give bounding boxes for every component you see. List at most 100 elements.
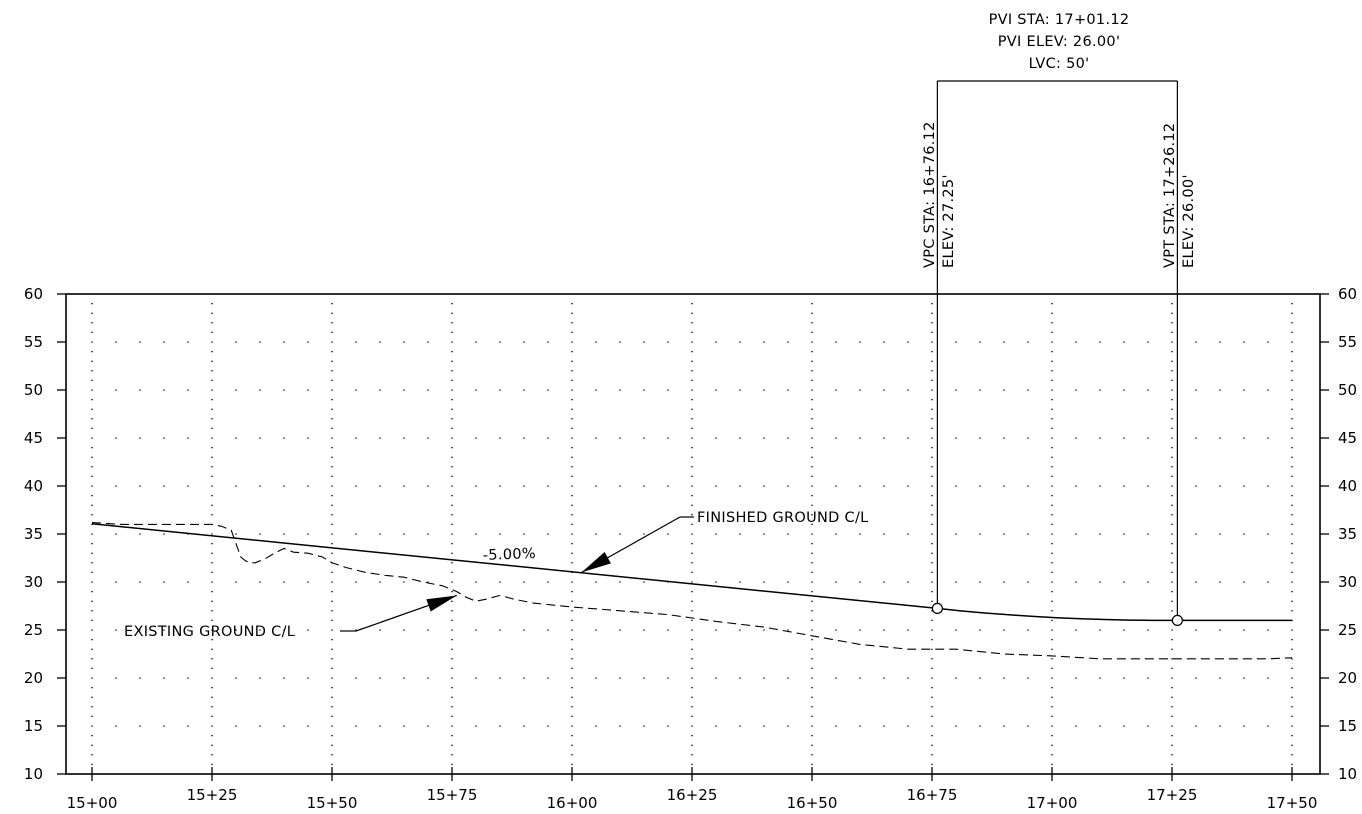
grid-dot: [451, 312, 453, 314]
grid-dot: [91, 686, 93, 689]
grid-dot: [1051, 677, 1053, 679]
grid-dot: [1291, 552, 1293, 554]
grid-dot: [1147, 581, 1149, 583]
grid-dot: [691, 533, 693, 535]
grid-dot: [91, 542, 93, 545]
grid-dot: [451, 754, 453, 756]
grid-dot: [883, 341, 885, 343]
grid-dot: [1243, 341, 1245, 343]
grid-dot: [931, 331, 933, 334]
grid-dot: [595, 677, 597, 679]
grid-dot: [1051, 341, 1053, 343]
grid-dot: [1027, 437, 1029, 439]
grid-dot: [763, 485, 765, 487]
grid-dot: [91, 734, 93, 737]
grid-dot: [571, 379, 573, 382]
grid-dot: [931, 600, 933, 602]
grid-dot: [331, 437, 333, 439]
grid-dot: [1051, 600, 1053, 602]
grid-dot: [931, 322, 933, 324]
grid-dot: [211, 600, 213, 602]
grid-dot: [1219, 485, 1221, 487]
grid-dot: [955, 581, 957, 583]
grid-dot: [331, 389, 333, 391]
grid-dot: [211, 504, 213, 506]
grid-dot: [931, 734, 933, 737]
grid-dot: [451, 744, 453, 746]
grid-dot: [1099, 437, 1101, 439]
grid-dot: [1051, 763, 1053, 766]
grid-dot: [283, 485, 285, 487]
grid-dot: [571, 437, 573, 439]
grid-dot: [187, 389, 189, 391]
grid-dot: [1195, 581, 1197, 583]
grid-dot: [91, 466, 93, 468]
grid-dot: [451, 360, 453, 362]
grid-dot: [811, 446, 813, 449]
grid-dot: [331, 725, 333, 727]
grid-dot: [571, 418, 573, 420]
grid-dot: [811, 533, 813, 535]
grid-dot: [571, 398, 573, 401]
grid-dot: [331, 734, 333, 737]
grid-dot: [571, 504, 573, 506]
grid-dot: [691, 350, 693, 353]
grid-dot: [571, 533, 573, 535]
grid-dot: [571, 754, 573, 756]
grid-dot: [403, 533, 405, 535]
grid-dot: [1171, 725, 1173, 727]
grid-dot: [91, 398, 93, 401]
grid-dot: [1051, 533, 1053, 535]
grid-dot: [1051, 389, 1053, 391]
grid-dot: [331, 629, 333, 631]
grid-dot: [499, 533, 501, 535]
grid-dot: [691, 581, 693, 583]
grid-dot: [307, 437, 309, 439]
grid-dot: [1291, 744, 1293, 746]
grid-dot: [907, 389, 909, 391]
existing-ground-label: EXISTING GROUND C/L: [124, 624, 295, 640]
grid-dot: [163, 341, 165, 343]
y-tick-label-left: 30: [24, 573, 43, 591]
grid-dot: [691, 523, 693, 526]
grid-dot: [931, 696, 933, 698]
grid-dot: [811, 398, 813, 401]
grid-dot: [331, 667, 333, 670]
grid-dot: [235, 533, 237, 535]
grid-dot: [307, 389, 309, 391]
grid-dot: [451, 427, 453, 430]
grid-dot: [211, 754, 213, 756]
grid-dot: [547, 437, 549, 439]
grid-dot: [331, 322, 333, 324]
grid-dot: [451, 475, 453, 478]
grid-dot: [571, 667, 573, 670]
y-tick-label-right: 20: [1338, 669, 1357, 687]
y-tick-label-right: 25: [1338, 621, 1357, 639]
grid-dot: [859, 725, 861, 727]
grid-dot: [211, 648, 213, 650]
grid-dot: [499, 389, 501, 391]
grid-dot: [283, 341, 285, 343]
grid-dot: [571, 725, 573, 727]
y-tick-label-left: 60: [24, 285, 43, 303]
grid-dot: [1291, 446, 1293, 449]
grid-dot: [283, 437, 285, 439]
grid-dot: [91, 341, 93, 343]
grid-dot: [115, 485, 117, 487]
grid-dot: [139, 389, 141, 391]
grid-dot: [211, 418, 213, 420]
grid-dot: [91, 514, 93, 516]
grid-dot: [1171, 398, 1173, 401]
grid-dot: [91, 725, 93, 727]
grid-dot: [619, 533, 621, 535]
grid-dot: [955, 725, 957, 727]
grid-dot: [1291, 360, 1293, 362]
grid-dot: [475, 389, 477, 391]
grid-dot: [1291, 629, 1293, 631]
grid-dot: [187, 485, 189, 487]
grid-dot: [931, 715, 933, 718]
grid-dot: [835, 677, 837, 679]
grid-dot: [451, 686, 453, 689]
grid-dot: [451, 706, 453, 708]
grid-dot: [1291, 427, 1293, 430]
